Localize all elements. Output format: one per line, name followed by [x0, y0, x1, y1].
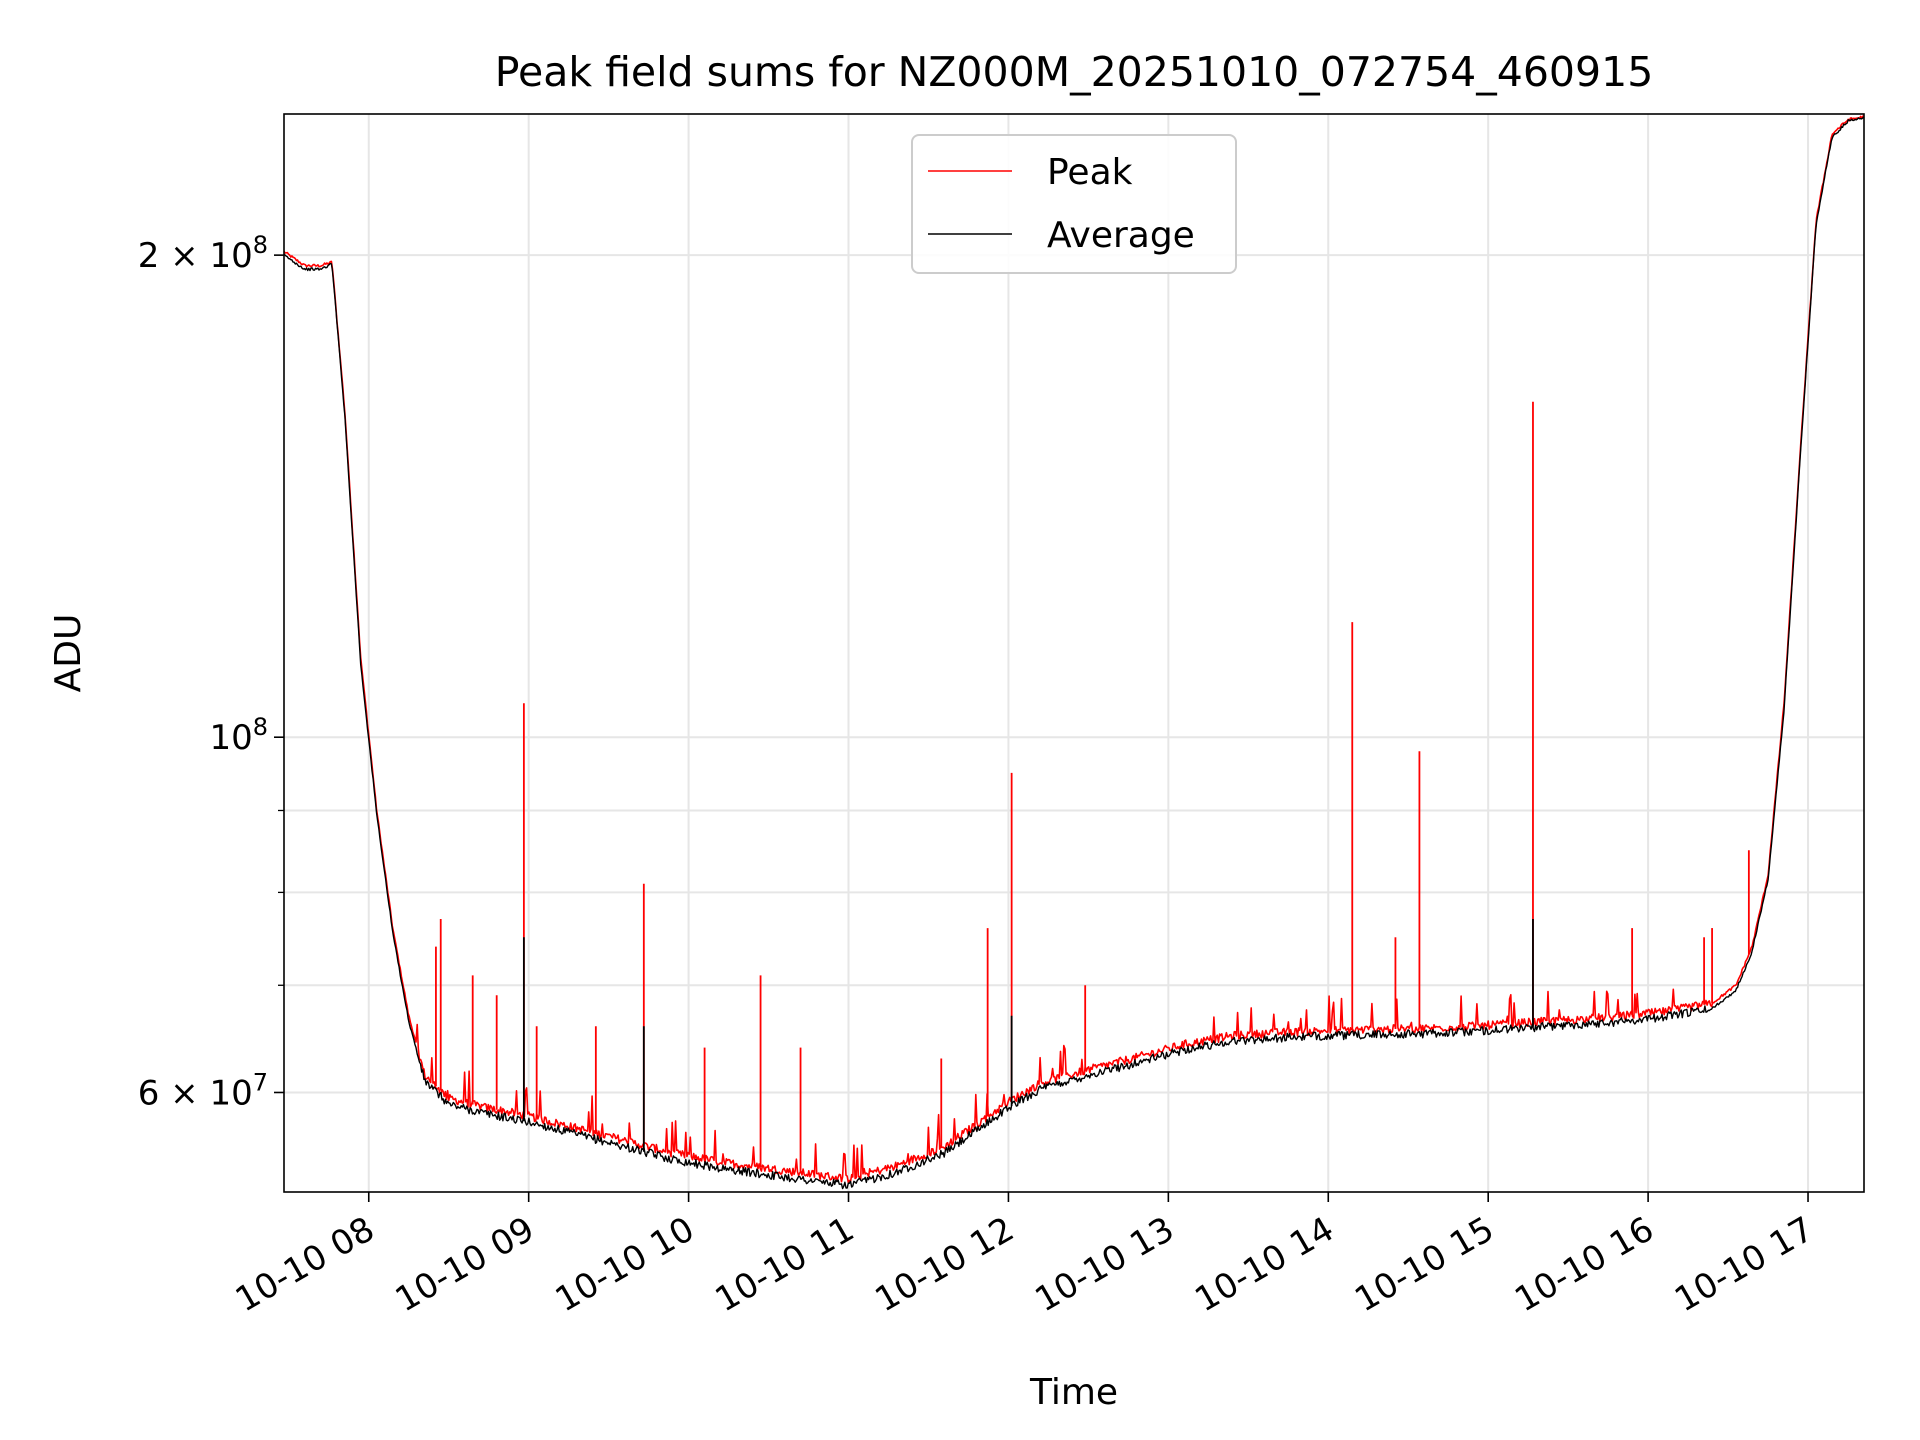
- series-line-average: [283, 117, 1865, 1190]
- y-axis-label: ADU: [48, 614, 89, 693]
- legend: Peak Average: [911, 134, 1237, 274]
- x-axis-label: Time: [1029, 1372, 1118, 1413]
- grid: [284, 114, 1864, 1192]
- y-tick-label: 2 × 108: [138, 231, 268, 276]
- series-group: [283, 115, 1865, 1190]
- y-tick-label: 6 × 107: [138, 1068, 268, 1113]
- series-line-peak: [283, 115, 1865, 1184]
- plot-frame: [283, 113, 1865, 1193]
- legend-box: [911, 134, 1237, 274]
- legend-label-peak: Peak: [1047, 152, 1133, 193]
- legend-label-average: Average: [1047, 215, 1195, 256]
- chart-title: Peak field sums for NZ000M_20251010_0727…: [495, 48, 1654, 96]
